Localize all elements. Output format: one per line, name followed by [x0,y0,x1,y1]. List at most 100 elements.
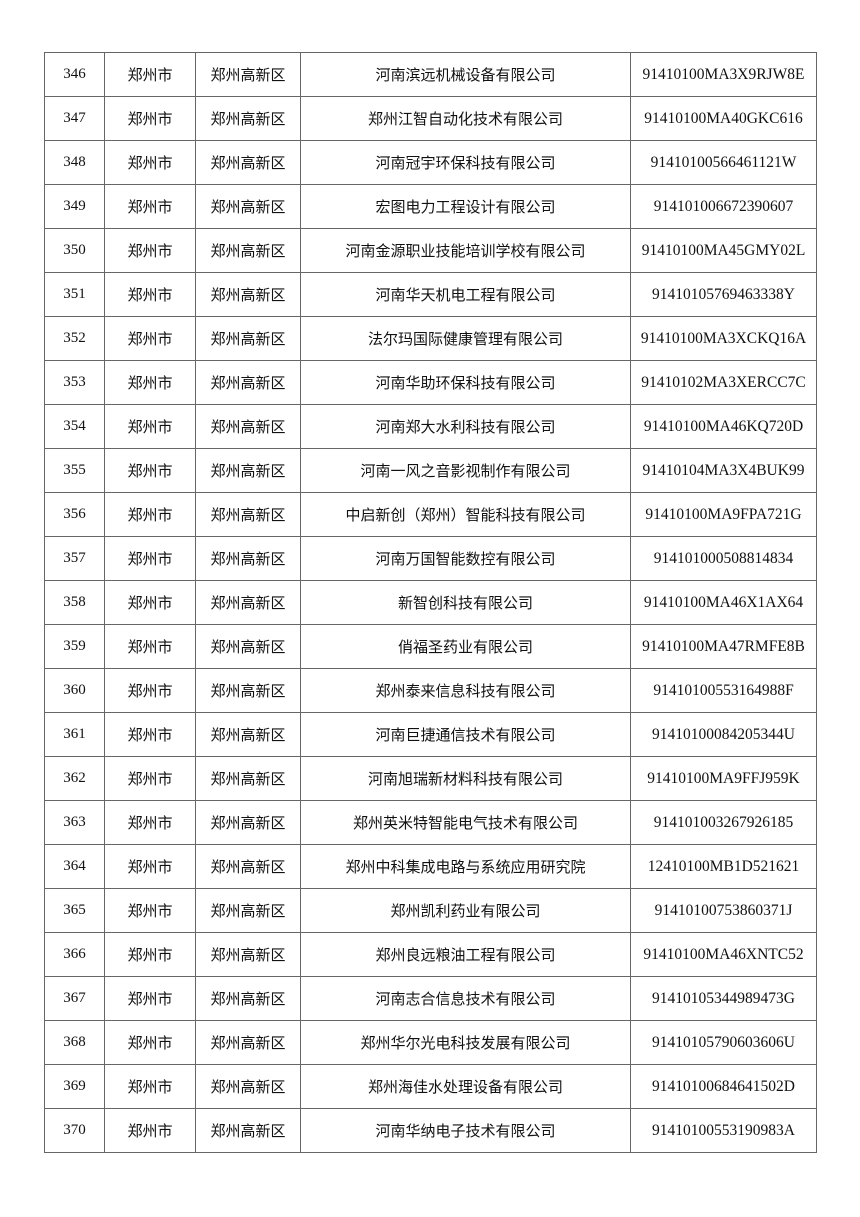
company-name-cell: 郑州泰来信息科技有限公司 [300,668,631,713]
company-name-cell: 河南巨捷通信技术有限公司 [300,712,631,757]
company-name-cell: 法尔玛国际健康管理有限公司 [300,316,631,361]
credit-code-cell: 91410105790603606U [630,1020,817,1065]
company-name-cell: 郑州中科集成电路与系统应用研究院 [300,844,631,889]
credit-code-cell: 914101003267926185 [630,800,817,845]
row-number-cell: 368 [44,1020,105,1065]
city-cell: 郑州市 [104,712,196,757]
company-name-cell: 郑州良远粮油工程有限公司 [300,932,631,977]
company-name-cell: 郑州海佳水处理设备有限公司 [300,1064,631,1109]
district-cell: 郑州高新区 [195,976,301,1021]
row-number-cell: 351 [44,272,105,317]
company-name-cell: 河南万国智能数控有限公司 [300,536,631,581]
table-row: 365 郑州市 郑州高新区 郑州凯利药业有限公司 91410100753860371J [44,888,817,933]
table-row: 366 郑州市 郑州高新区 郑州良远粮油工程有限公司 91410100MA46XNTC5… [44,932,817,977]
row-number-cell: 364 [44,844,105,889]
city-cell: 郑州市 [104,316,196,361]
table-row: 361 郑州市 郑州高新区 河南巨捷通信技术有限公司 91410100084205344… [44,712,817,757]
district-cell: 郑州高新区 [195,1020,301,1065]
city-cell: 郑州市 [104,228,196,273]
city-cell: 郑州市 [104,624,196,669]
company-name-cell: 河南冠宇环保科技有限公司 [300,140,631,185]
city-cell: 郑州市 [104,404,196,449]
city-cell: 郑州市 [104,448,196,493]
credit-code-cell: 91410100566461121W [630,140,817,185]
district-cell: 郑州高新区 [195,888,301,933]
district-cell: 郑州高新区 [195,1064,301,1109]
row-number-cell: 369 [44,1064,105,1109]
row-number-cell: 353 [44,360,105,405]
district-cell: 郑州高新区 [195,360,301,405]
district-cell: 郑州高新区 [195,712,301,757]
row-number-cell: 356 [44,492,105,537]
table-row: 346 郑州市 郑州高新区 河南滨远机械设备有限公司 91410100MA3X9RJW8… [44,52,817,97]
row-number-cell: 362 [44,756,105,801]
table-row: 363 郑州市 郑州高新区 郑州英米特智能电气技术有限公司 91410100326792… [44,800,817,845]
row-number-cell: 363 [44,800,105,845]
city-cell: 郑州市 [104,184,196,229]
row-number-cell: 361 [44,712,105,757]
company-name-cell: 河南金源职业技能培训学校有限公司 [300,228,631,273]
company-name-cell: 河南郑大水利科技有限公司 [300,404,631,449]
row-number-cell: 370 [44,1108,105,1153]
credit-code-cell: 91410100MA40GKC616 [630,96,817,141]
district-cell: 郑州高新区 [195,668,301,713]
table-row: 364 郑州市 郑州高新区 郑州中科集成电路与系统应用研究院 12410100MB1D5… [44,844,817,889]
credit-code-cell: 91410100MA3XCKQ16A [630,316,817,361]
district-cell: 郑州高新区 [195,1108,301,1153]
district-cell: 郑州高新区 [195,316,301,361]
credit-code-cell: 91410100MA47RMFE8B [630,624,817,669]
city-cell: 郑州市 [104,360,196,405]
city-cell: 郑州市 [104,756,196,801]
district-cell: 郑州高新区 [195,492,301,537]
district-cell: 郑州高新区 [195,756,301,801]
company-name-cell: 俏福圣药业有限公司 [300,624,631,669]
district-cell: 郑州高新区 [195,536,301,581]
row-number-cell: 367 [44,976,105,1021]
company-name-cell: 河南志合信息技术有限公司 [300,976,631,1021]
row-number-cell: 347 [44,96,105,141]
district-cell: 郑州高新区 [195,228,301,273]
credit-code-cell: 91410100MA9FFJ959K [630,756,817,801]
district-cell: 郑州高新区 [195,800,301,845]
credit-code-cell: 91410100MA3X9RJW8E [630,52,817,97]
district-cell: 郑州高新区 [195,140,301,185]
district-cell: 郑州高新区 [195,272,301,317]
table-row: 350 郑州市 郑州高新区 河南金源职业技能培训学校有限公司 91410100MA45G… [44,228,817,273]
city-cell: 郑州市 [104,844,196,889]
row-number-cell: 360 [44,668,105,713]
row-number-cell: 348 [44,140,105,185]
table-row: 354 郑州市 郑州高新区 河南郑大水利科技有限公司 91410100MA46KQ720… [44,404,817,449]
row-number-cell: 346 [44,52,105,97]
row-number-cell: 359 [44,624,105,669]
credit-code-cell: 91410100553190983A [630,1108,817,1153]
city-cell: 郑州市 [104,1108,196,1153]
table-row: 369 郑州市 郑州高新区 郑州海佳水处理设备有限公司 9141010068464150… [44,1064,817,1109]
company-name-cell: 河南华助环保科技有限公司 [300,360,631,405]
table-row: 352 郑州市 郑州高新区 法尔玛国际健康管理有限公司 91410100MA3XCKQ1… [44,316,817,361]
credit-code-cell: 914101000508814834 [630,536,817,581]
credit-code-cell: 12410100MB1D521621 [630,844,817,889]
district-cell: 郑州高新区 [195,844,301,889]
credit-code-cell: 91410105344989473G [630,976,817,1021]
city-cell: 郑州市 [104,976,196,1021]
row-number-cell: 355 [44,448,105,493]
table-row: 356 郑州市 郑州高新区 中启新创（郑州）智能科技有限公司 91410100MA9FP… [44,492,817,537]
credit-code-cell: 91410100MA46X1AX64 [630,580,817,625]
table-row: 357 郑州市 郑州高新区 河南万国智能数控有限公司 91410100050881483… [44,536,817,581]
city-cell: 郑州市 [104,492,196,537]
table-row: 358 郑州市 郑州高新区 新智创科技有限公司 91410100MA46X1AX64 [44,580,817,625]
table-row: 348 郑州市 郑州高新区 河南冠宇环保科技有限公司 91410100566461121… [44,140,817,185]
credit-code-cell: 91410100MA46KQ720D [630,404,817,449]
row-number-cell: 365 [44,888,105,933]
district-cell: 郑州高新区 [195,184,301,229]
company-name-cell: 河南华天机电工程有限公司 [300,272,631,317]
row-number-cell: 354 [44,404,105,449]
table-body: 346 郑州市 郑州高新区 河南滨远机械设备有限公司 91410100MA3X9RJW8… [44,52,817,1153]
credit-code-cell: 91410100MA45GMY02L [630,228,817,273]
row-number-cell: 352 [44,316,105,361]
city-cell: 郑州市 [104,580,196,625]
credit-code-cell: 91410105769463338Y [630,272,817,317]
company-name-cell: 宏图电力工程设计有限公司 [300,184,631,229]
row-number-cell: 358 [44,580,105,625]
district-cell: 郑州高新区 [195,404,301,449]
